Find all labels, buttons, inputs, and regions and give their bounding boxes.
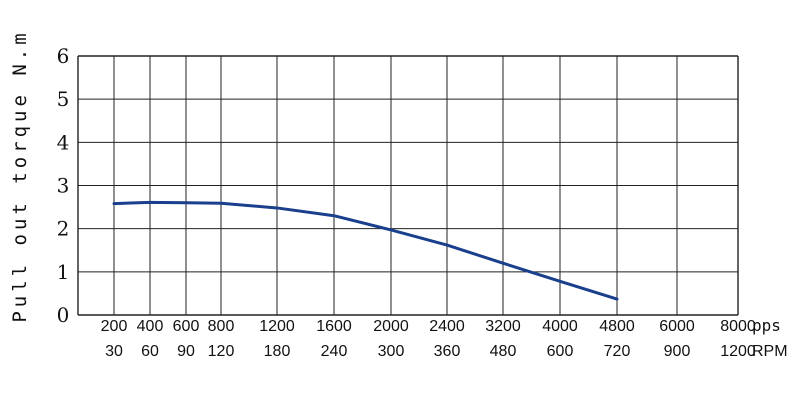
x-tick-label-pps: 2400	[429, 318, 465, 335]
x-tick-label-rpm: 600	[547, 343, 574, 360]
y-axis-label: Pull out torque N.m	[9, 29, 31, 322]
x-unit-rpm: RPM	[752, 343, 788, 360]
y-tick-label: 0	[57, 303, 70, 327]
x-tick-label-rpm: 480	[490, 343, 517, 360]
y-tick-label: 3	[57, 174, 70, 198]
x-tick-label-rpm: 240	[321, 343, 348, 360]
x-tick-label-rpm: 1200	[720, 343, 756, 360]
x-tick-label-rpm: 900	[664, 343, 691, 360]
x-tick-label-rpm: 60	[141, 343, 159, 360]
series-layer	[112, 200, 619, 301]
x-tick-label-pps: 4800	[599, 318, 635, 335]
x-tick-label-pps: 400	[137, 318, 164, 335]
x-tick-label-pps: 1600	[316, 318, 352, 335]
x-tick-label-pps: 600	[173, 318, 200, 335]
x-tick-label-pps: 2000	[373, 318, 409, 335]
y-tick-label: 6	[57, 44, 70, 68]
x-tick-label-rpm: 120	[208, 343, 235, 360]
x-tick-label-pps: 800	[208, 318, 235, 335]
tick-labels: 0 1 2 3 4 5 6 200 400 600 800 1200 1600 2000 2400 3200 4…	[57, 44, 756, 360]
x-tick-label-rpm: 720	[604, 343, 631, 360]
x-tick-label-rpm: 300	[378, 343, 405, 360]
grid	[77, 55, 739, 316]
y-tick-label: 1	[57, 260, 70, 284]
y-tick-label: 2	[57, 217, 70, 241]
y-tick-label: 5	[57, 87, 70, 111]
x-tick-label-rpm: 30	[105, 343, 123, 360]
x-tick-label-pps: 4000	[542, 318, 578, 335]
x-tick-label-pps: 6000	[659, 318, 695, 335]
x-tick-label-pps: 3200	[485, 318, 521, 335]
y-tick-label: 4	[57, 130, 70, 154]
x-tick-label-rpm: 90	[177, 343, 195, 360]
x-tick-label-pps: 1200	[259, 318, 295, 335]
x-tick-label-pps: 200	[101, 318, 128, 335]
x-unit-pps: pps	[752, 316, 781, 335]
x-tick-label-rpm: 360	[434, 343, 461, 360]
x-tick-label-pps: 8000	[720, 318, 756, 335]
series-line	[112, 200, 619, 301]
x-tick-label-rpm: 180	[264, 343, 291, 360]
